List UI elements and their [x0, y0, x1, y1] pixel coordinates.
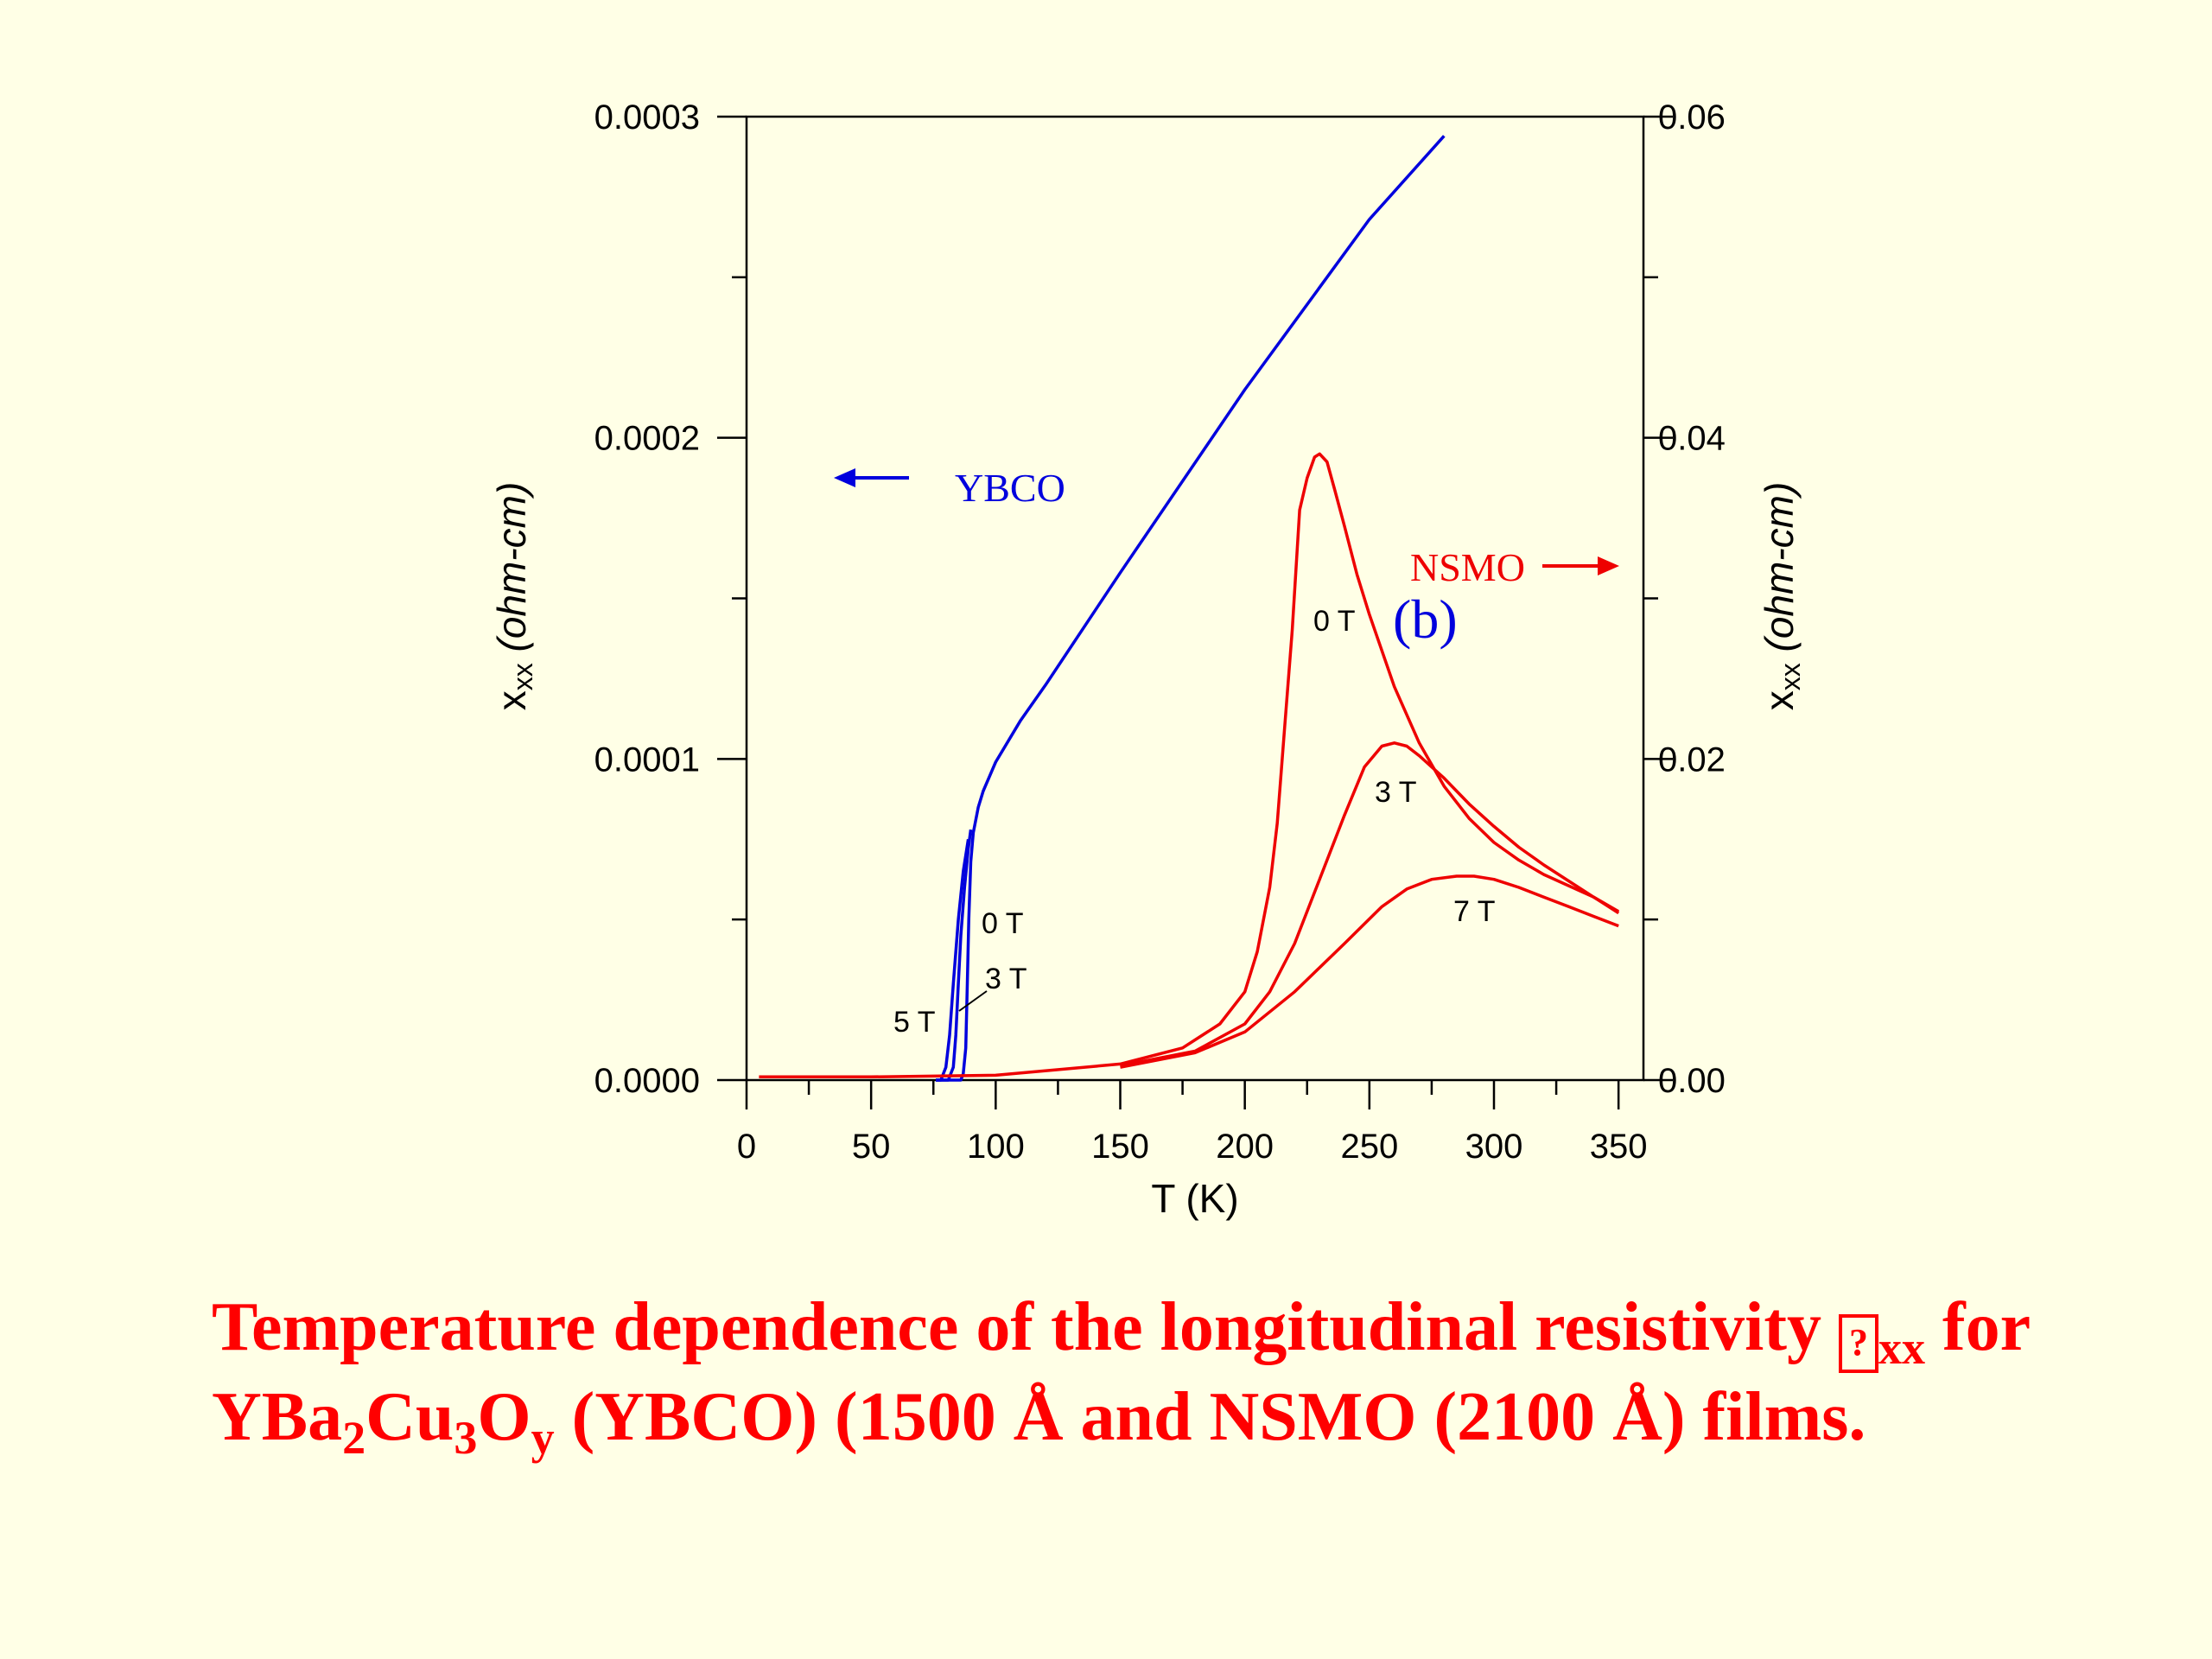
x-tick-label: 0: [737, 1128, 756, 1166]
nsmo-series-tag: NSMO: [1410, 545, 1619, 589]
right-y-tick-label: 0.02: [1658, 741, 1726, 779]
left-y-tick-label: 0.0002: [594, 420, 700, 458]
x-tick-label: 150: [1091, 1128, 1149, 1166]
resistivity-chart: 0 50 100 150 200 250 300 350 0.0000 0.0001 0.0002 0…: [489, 99, 1806, 1221]
nsmo-7t-label: 7 T: [1453, 895, 1496, 928]
x-tick-label: 50: [852, 1128, 891, 1166]
axis-ticks: [717, 115, 1673, 1109]
figure-caption: Temperature dependence of the longitudin…: [212, 1283, 2199, 1461]
caption-line-1: Temperature dependence of the longitudin…: [212, 1289, 2031, 1374]
left-y-tick-label: 0.0000: [594, 1062, 700, 1100]
plot-frame: [745, 115, 1645, 1082]
nsmo-3t-label: 3 T: [1375, 776, 1417, 809]
right-y-tick-label: 0.00: [1658, 1062, 1726, 1100]
ybco-series-tag: YBCO: [834, 466, 1065, 510]
ybco-3t-label: 3 T: [985, 963, 1027, 995]
x-tick-label: 350: [1590, 1128, 1648, 1166]
left-y-tick-label: 0.0003: [594, 99, 700, 137]
left-y-tick-label: 0.0001: [594, 741, 700, 779]
panel-label: (b): [1393, 588, 1458, 650]
data-series: [759, 135, 1620, 1082]
ybco-label: YBCO: [955, 466, 1065, 510]
nsmo-label: NSMO: [1410, 545, 1525, 589]
rho-symbol-box: ?: [1838, 1314, 1878, 1373]
right-y-axis-title: xxx (ohm-cm): [1757, 482, 1806, 711]
ybco-5t-curve: [936, 839, 970, 1082]
nsmo-3t-curve: [1120, 741, 1620, 1068]
right-arrowhead-icon: [1598, 556, 1619, 575]
tick-labels: 0 50 100 150 200 250 300 350 0.0000 0.0001 0.0002 0…: [594, 99, 1726, 1166]
ybco-3t-leader: [958, 990, 988, 1012]
right-y-tick-label: 0.06: [1658, 99, 1726, 137]
nsmo-0t-curve: [759, 452, 1620, 1079]
ybco-0t-label: 0 T: [982, 907, 1024, 940]
nsmo-0t-label: 0 T: [1313, 605, 1356, 638]
nsmo-7t-curve: [1120, 874, 1619, 1069]
x-tick-label: 250: [1340, 1128, 1398, 1166]
left-arrowhead-icon: [834, 468, 855, 487]
x-tick-label: 200: [1216, 1128, 1274, 1166]
ybco-5t-label: 5 T: [893, 1006, 936, 1039]
left-y-axis-title: xxx (ohm-cm): [489, 482, 538, 711]
right-y-tick-label: 0.04: [1658, 420, 1726, 458]
x-axis-title: T (K): [1151, 1176, 1238, 1221]
x-tick-label: 300: [1465, 1128, 1523, 1166]
caption-line-2: YBa2Cu3Oy (YBCO) (1500 Å and NSMO (2100 …: [212, 1379, 1866, 1464]
x-tick-label: 100: [967, 1128, 1025, 1166]
